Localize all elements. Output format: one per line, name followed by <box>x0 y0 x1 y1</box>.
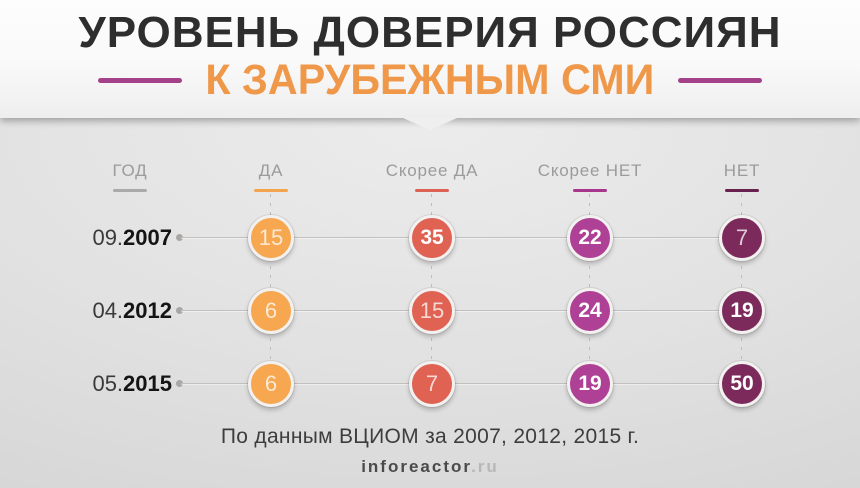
year-month: 09. <box>92 225 124 250</box>
row-connector-line <box>181 237 747 238</box>
bubble-value: 6 <box>264 371 278 396</box>
bubble-value: 7 <box>425 371 439 396</box>
bubble-value: 6 <box>264 298 278 323</box>
year-number: 2007 <box>123 225 172 250</box>
value-bubble-2012-rather-no: 24 <box>567 288 613 334</box>
column-label: ДА <box>258 161 284 180</box>
title-dash-left-icon <box>98 77 183 83</box>
site-name: inforeactor <box>361 457 472 476</box>
bubble-value: 7 <box>735 225 749 250</box>
bubble-value: 35 <box>420 226 444 249</box>
column-underline <box>254 189 288 192</box>
site-credit: inforeactor.ru <box>0 457 860 477</box>
header-notch-icon <box>403 118 457 130</box>
value-bubble-2007-rather-yes: 35 <box>409 215 455 261</box>
column-header-rather-yes: Скорее ДА <box>372 161 492 192</box>
page-title: УРОВЕНЬ ДОВЕРИЯ РОССИЯН <box>78 8 782 57</box>
page-subtitle: К ЗАРУБЕЖНЫМ СМИ <box>205 55 655 104</box>
value-bubble-2015-no: 50 <box>719 361 765 407</box>
bubble-value: 15 <box>419 298 445 323</box>
value-bubble-2007-no: 7 <box>719 215 765 261</box>
bubble-value: 50 <box>730 372 754 395</box>
column-underline <box>113 189 147 192</box>
value-bubble-2012-yes: 6 <box>248 288 294 334</box>
value-bubble-2012-no: 19 <box>719 288 765 334</box>
row-year-label: 05.2015 <box>40 371 172 397</box>
row-year-label: 09.2007 <box>40 225 172 251</box>
year-month: 05. <box>92 371 124 396</box>
column-label: Скорее НЕТ <box>537 161 643 180</box>
column-underline <box>415 189 449 192</box>
column-label: НЕТ <box>723 161 761 180</box>
bubble-value: 15 <box>258 225 284 250</box>
subtitle-row: К ЗАРУБЕЖНЫМ СМИ <box>0 55 860 104</box>
column-underline <box>725 189 759 192</box>
bubble-value: 22 <box>578 226 602 249</box>
value-bubble-2007-rather-no: 22 <box>567 215 613 261</box>
column-label: ГОД <box>112 161 148 180</box>
column-header-rather-no: Скорее НЕТ <box>530 161 650 192</box>
value-bubble-2015-yes: 6 <box>248 361 294 407</box>
header: УРОВЕНЬ ДОВЕРИЯ РОССИЯН К ЗАРУБЕЖНЫМ СМИ <box>0 0 860 130</box>
row-year-label: 04.2012 <box>40 298 172 324</box>
year-number: 2015 <box>123 371 172 396</box>
bubble-value: 19 <box>578 372 602 395</box>
bubble-value: 19 <box>730 299 754 322</box>
column-underline <box>573 189 607 192</box>
column-header-year: ГОД <box>70 161 190 192</box>
title-dash-right-icon <box>677 77 762 83</box>
site-tld: .ru <box>471 457 499 476</box>
row-connector-line <box>181 383 747 384</box>
year-number: 2012 <box>123 298 172 323</box>
value-bubble-2007-yes: 15 <box>248 215 294 261</box>
value-bubble-2015-rather-yes: 7 <box>409 361 455 407</box>
row-connector-line <box>181 310 747 311</box>
column-label: Скорее ДА <box>385 161 479 180</box>
row-start-dot-icon <box>176 380 183 387</box>
column-header-yes: ДА <box>211 161 331 192</box>
value-bubble-2015-rather-no: 19 <box>567 361 613 407</box>
row-start-dot-icon <box>176 234 183 241</box>
source-note: По данным ВЦИОМ за 2007, 2012, 2015 г. <box>220 425 640 448</box>
bubble-value: 24 <box>578 299 602 322</box>
value-bubble-2012-rather-yes: 15 <box>409 288 455 334</box>
column-header-no: НЕТ <box>682 161 802 192</box>
row-start-dot-icon <box>176 307 183 314</box>
year-month: 04. <box>92 298 124 323</box>
